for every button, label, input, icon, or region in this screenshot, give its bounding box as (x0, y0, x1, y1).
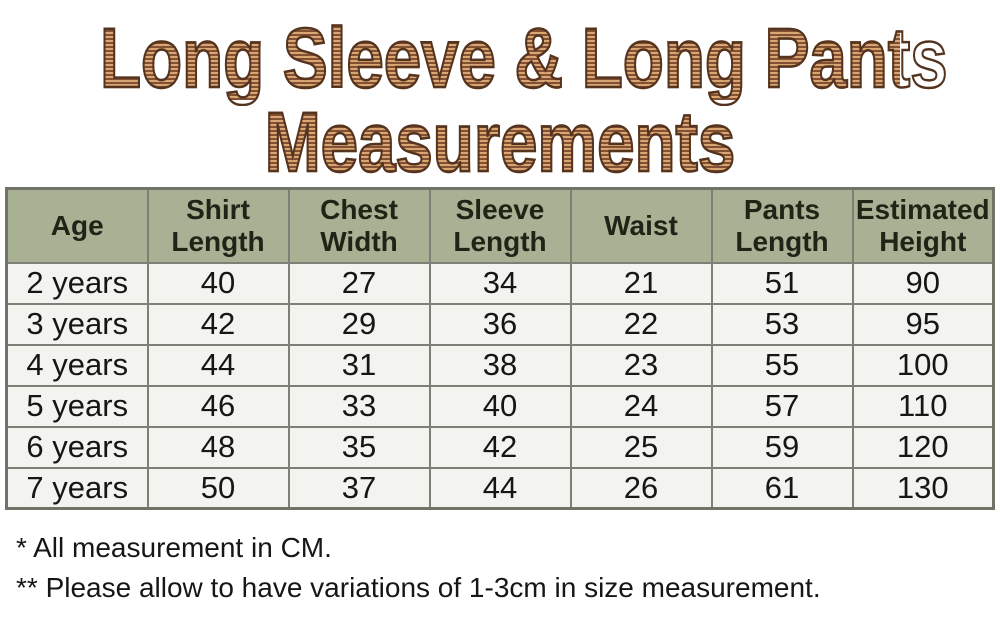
measurement-cell: 44 (428, 466, 572, 510)
page-title-line-2: Measurements (100, 99, 900, 186)
measurement-cell: 100 (851, 343, 995, 387)
measurement-cell: 34 (428, 261, 572, 305)
age-cell: 4 years (5, 343, 149, 387)
measurement-cell: 26 (569, 466, 713, 510)
measurement-cell: 25 (569, 425, 713, 469)
footnote-units: * All measurement in CM. (16, 532, 332, 563)
measurement-cell: 42 (428, 425, 572, 469)
age-cell: 6 years (5, 425, 149, 469)
column-header: Estimated Height (851, 187, 995, 264)
measurement-cell: 40 (428, 384, 572, 428)
table-header: Age Shirt Length Chest Width Sleeve Length W… (5, 187, 995, 264)
page-title: Long Sleeve & Long Pants Measurements (0, 11, 1000, 186)
measurement-cell: 22 (569, 302, 713, 346)
measurement-cell: 21 (569, 261, 713, 305)
age-cell: 5 years (5, 384, 149, 428)
column-header: Pants Length (710, 187, 854, 264)
column-header: Waist (569, 187, 713, 264)
footnote-variation: ** Please allow to have variations of 1-… (16, 572, 821, 604)
measurement-cell: 61 (710, 466, 854, 510)
measurement-cell: 44 (146, 343, 290, 387)
measurement-cell: 55 (710, 343, 854, 387)
measurement-cell: 48 (146, 425, 290, 469)
measurement-cell: 37 (287, 466, 431, 510)
measurement-cell: 46 (146, 384, 290, 428)
column-header: Sleeve Length (428, 187, 572, 264)
age-cell: 7 years (5, 466, 149, 510)
table-row: 7 years 50 37 44 26 61 130 (5, 466, 995, 510)
measurement-cell: 40 (146, 261, 290, 305)
footnotes: * All measurement in CM. ** Please allow… (16, 530, 1000, 607)
age-cell: 3 years (5, 302, 149, 346)
age-cell: 2 years (5, 261, 149, 305)
column-header: Age (5, 187, 149, 264)
size-chart-page: Long Sleeve & Long Pants Measurements Ag… (0, 11, 1000, 607)
measurement-cell: 36 (428, 302, 572, 346)
column-header: Shirt Length (146, 187, 290, 264)
measurement-cell: 59 (710, 425, 854, 469)
column-header: Chest Width (287, 187, 431, 264)
measurement-cell: 24 (569, 384, 713, 428)
table-body: 2 years 40 27 34 21 51 90 3 years 42 29 36 22 53 95 4 … (5, 261, 995, 510)
table-row: 3 years 42 29 36 22 53 95 (5, 302, 995, 346)
measurement-cell: 29 (287, 302, 431, 346)
measurement-cell: 110 (851, 384, 995, 428)
measurement-cell: 31 (287, 343, 431, 387)
table-header-row: Age Shirt Length Chest Width Sleeve Length W… (5, 187, 995, 264)
measurements-table: Age Shirt Length Chest Width Sleeve Length W… (5, 187, 995, 510)
measurement-cell: 95 (851, 302, 995, 346)
measurement-cell: 33 (287, 384, 431, 428)
measurement-cell: 50 (146, 466, 290, 510)
measurement-cell: 38 (428, 343, 572, 387)
measurement-cell: 57 (710, 384, 854, 428)
measurement-cell: 35 (287, 425, 431, 469)
measurement-cell: 53 (710, 302, 854, 346)
measurement-cell: 120 (851, 425, 995, 469)
measurement-cell: 27 (287, 261, 431, 305)
table-row: 2 years 40 27 34 21 51 90 (5, 261, 995, 305)
page-title-line-1: Long Sleeve & Long Pants (99, 11, 949, 105)
table-row: 5 years 46 33 40 24 57 110 (5, 384, 995, 428)
measurement-cell: 130 (851, 466, 995, 510)
table-row: 4 years 44 31 38 23 55 100 (5, 343, 995, 387)
measurement-cell: 90 (851, 261, 995, 305)
measurement-cell: 51 (710, 261, 854, 305)
measurement-cell: 23 (569, 343, 713, 387)
measurement-cell: 42 (146, 302, 290, 346)
table-row: 6 years 48 35 42 25 59 120 (5, 425, 995, 469)
